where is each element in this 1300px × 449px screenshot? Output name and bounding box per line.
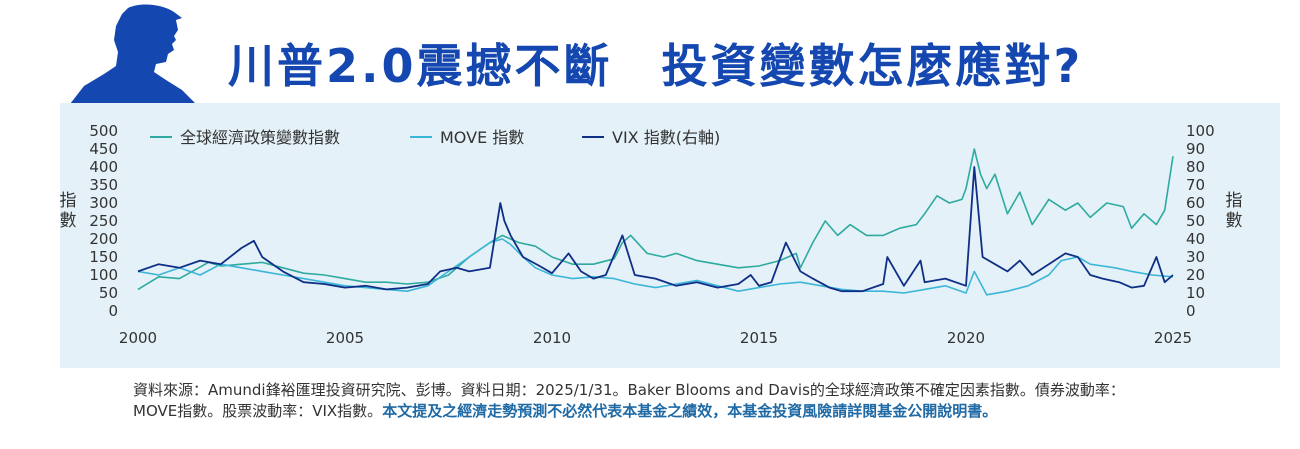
source-note: 資料來源：Amundi鋒裕匯理投資研究院、彭博。資料日期：2025/1/31。B… — [133, 380, 1133, 422]
legend-label: VIX 指數(右軸) — [612, 128, 720, 147]
y-tick-right: 60 — [1186, 194, 1205, 212]
legend-label: MOVE 指數 — [440, 128, 524, 147]
source-text: 資料來源：Amundi鋒裕匯理投資研究院、彭博。資料日期：2025/1/31。B… — [133, 381, 1125, 420]
y-tick-right: 80 — [1186, 158, 1205, 176]
y-tick-right: 30 — [1186, 248, 1205, 266]
y-tick-left: 100 — [89, 266, 118, 284]
y-axis-label-left: 指 — [60, 191, 77, 211]
trump-silhouette-logo — [70, 4, 196, 104]
y-tick-left: 250 — [89, 212, 118, 230]
x-tick-label: 2010 — [533, 329, 571, 347]
x-tick-label: 2000 — [119, 329, 157, 347]
y-tick-right: 40 — [1186, 230, 1205, 248]
axes: 0501001502002503003504004505000102030405… — [60, 122, 1243, 347]
series-lines — [137, 148, 1174, 296]
series-line-vix — [137, 166, 1174, 293]
y-tick-left: 400 — [89, 158, 118, 176]
x-tick-label: 2005 — [326, 329, 364, 347]
y-tick-right: 10 — [1186, 284, 1205, 302]
y-tick-left: 50 — [99, 284, 118, 302]
y-tick-right: 50 — [1186, 212, 1205, 230]
x-tick-label: 2020 — [947, 329, 985, 347]
line-chart: 全球經濟政策變數指數 MOVE 指數 VIX 指數(右軸) 050100150200… — [60, 122, 1243, 347]
y-axis-label-right: 數 — [1226, 211, 1243, 231]
y-tick-right: 100 — [1186, 122, 1215, 140]
y-tick-right: 70 — [1186, 176, 1205, 194]
page-title: 川普2.0震撼不斷 投資變數怎麼應對? — [228, 39, 1084, 93]
legend: 全球經濟政策變數指數 MOVE 指數 VIX 指數(右軸) — [150, 128, 720, 147]
y-tick-right: 90 — [1186, 140, 1205, 158]
y-tick-right: 20 — [1186, 266, 1205, 284]
disclaimer-text: 本文提及之經濟走勢預測不必然代表本基金之績效，本基金投資風險請詳閱基金公開說明書… — [382, 402, 998, 420]
chart-panel: 全球經濟政策變數指數 MOVE 指數 VIX 指數(右軸) 0 50 100 150 200… — [60, 103, 1280, 368]
y-tick-right: 0 — [1186, 302, 1196, 320]
series-line-move — [137, 238, 1174, 296]
x-tick-label: 2015 — [740, 329, 778, 347]
y-tick-left: 350 — [89, 176, 118, 194]
x-tick-label: 2025 — [1154, 329, 1192, 347]
y-tick-left: 300 — [89, 194, 118, 212]
y-axis-label-right: 指 — [1226, 191, 1243, 211]
y-tick-left: 500 — [89, 122, 118, 140]
y-tick-left: 200 — [89, 230, 118, 248]
y-tick-left: 150 — [89, 248, 118, 266]
y-axis-label-left: 數 — [60, 211, 77, 231]
legend-label: 全球經濟政策變數指數 — [180, 128, 340, 147]
y-tick-left: 0 — [108, 302, 118, 320]
y-tick-left: 450 — [89, 140, 118, 158]
series-line-epu — [137, 148, 1174, 291]
